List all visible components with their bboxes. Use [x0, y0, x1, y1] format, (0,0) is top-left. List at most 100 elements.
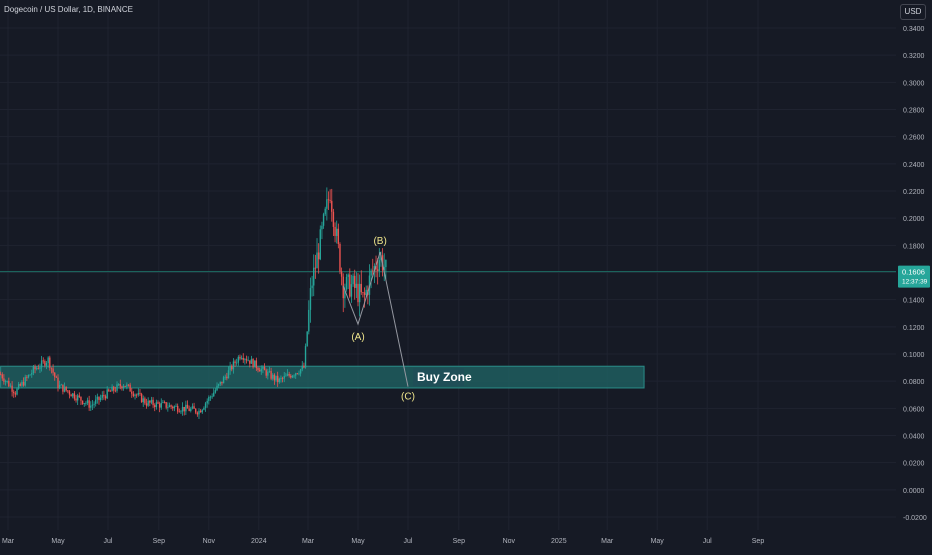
candle-body: [296, 373, 299, 375]
x-tick-label: May: [51, 538, 65, 545]
y-tick-label: 0.0600: [903, 406, 925, 413]
candle-body: [55, 376, 58, 378]
candle-body: [45, 362, 48, 366]
candle-body: [49, 357, 51, 368]
candle-body: [132, 393, 135, 396]
candle-body: [81, 400, 84, 404]
candle-body: [31, 372, 33, 375]
candle-body: [357, 283, 359, 303]
y-tick-label: -0.0200: [903, 515, 927, 522]
candle-body: [103, 395, 105, 397]
candle-body: [127, 384, 130, 386]
candle-body: [176, 405, 179, 412]
candle-body: [68, 391, 71, 395]
candle-body: [242, 357, 244, 360]
candle-body: [180, 411, 182, 413]
x-tick-label: Nov: [203, 538, 216, 545]
candle-body: [185, 404, 187, 412]
candle-body: [244, 359, 246, 360]
y-tick-label: 0.3200: [903, 53, 925, 60]
grid: [0, 0, 896, 530]
buy-zone-label-background: [413, 368, 464, 386]
candle-body: [347, 274, 349, 277]
candle-body: [195, 408, 197, 413]
candle-body: [213, 392, 215, 397]
candle-body: [383, 267, 385, 271]
y-tick-label: 0.2000: [903, 216, 925, 223]
candle-body: [234, 361, 236, 364]
candle-body: [73, 393, 76, 399]
candle-body: [35, 368, 38, 370]
candle-body: [98, 396, 100, 400]
candle-body: [370, 270, 372, 276]
x-tick-label: 2024: [251, 538, 267, 545]
candle-body: [62, 384, 64, 392]
candle-body: [273, 374, 276, 381]
y-tick-label: 0.3400: [903, 26, 925, 33]
y-tick-label: 0.1400: [903, 298, 925, 305]
buy-zone-layer: Buy Zone: [0, 365, 645, 389]
last-price-layer: 0.1606 12:37:39: [898, 265, 930, 288]
candle-body: [309, 288, 312, 310]
symbol-title[interactable]: Dogecoin / US Dollar, 1D, BINANCE: [4, 5, 133, 14]
candle-body: [6, 380, 8, 382]
candle-body: [349, 274, 351, 297]
candle-body: [262, 366, 264, 369]
candle-body: [249, 360, 251, 364]
candle-body: [272, 374, 274, 379]
candle-body: [172, 406, 174, 409]
candle-body: [17, 384, 20, 389]
candle-body: [385, 259, 387, 268]
candle-body: [337, 228, 340, 244]
candle-body: [157, 402, 159, 404]
candle-body: [99, 397, 102, 400]
currency-button[interactable]: USD: [900, 4, 926, 20]
candle-body: [190, 408, 192, 411]
candle-body: [275, 375, 277, 381]
candle-body: [65, 386, 67, 391]
candle-body: [22, 381, 25, 386]
candle-body: [140, 393, 143, 403]
candle-body: [93, 403, 95, 405]
candle-body: [299, 369, 302, 374]
candle-body: [324, 208, 326, 215]
candle-body: [355, 283, 358, 288]
candle-body: [363, 292, 366, 295]
candle-body: [139, 392, 141, 394]
candle-body: [209, 396, 212, 398]
candle-body: [83, 403, 85, 404]
wave-label: (A): [351, 332, 364, 343]
x-tick-label: Jul: [104, 538, 113, 545]
candle-body: [331, 200, 333, 212]
candle-body: [188, 408, 190, 411]
candle-body: [11, 385, 13, 392]
candle-body: [295, 373, 297, 376]
candle-body: [317, 252, 320, 260]
x-tick-label: Sep: [453, 538, 466, 545]
candle-body: [232, 361, 235, 370]
candle-body: [63, 386, 66, 392]
candle-body: [291, 375, 294, 378]
candle-body: [19, 384, 21, 386]
x-tick-label: May: [651, 538, 665, 545]
wave-path-layer: (A) (B) (C): [342, 236, 415, 403]
candle-body: [255, 360, 258, 368]
candle-body: [229, 365, 231, 371]
x-axis[interactable]: Mar May Jul Sep Nov 2024 Mar May Jul Sep Nov 2025 Ma…: [2, 538, 764, 545]
candle-body: [67, 390, 69, 392]
candle-body: [216, 385, 218, 391]
candle-body: [0, 374, 2, 376]
candle-body: [76, 395, 79, 401]
candle-body: [54, 372, 56, 377]
candle-body: [129, 384, 131, 392]
candle-body: [149, 400, 151, 403]
candle-body: [88, 400, 90, 408]
candle-body: [378, 260, 381, 271]
candle-body: [201, 409, 203, 413]
candle-body: [113, 386, 115, 391]
candle-body: [358, 283, 361, 303]
candle-body: [24, 377, 26, 386]
candle-body: [131, 391, 133, 394]
